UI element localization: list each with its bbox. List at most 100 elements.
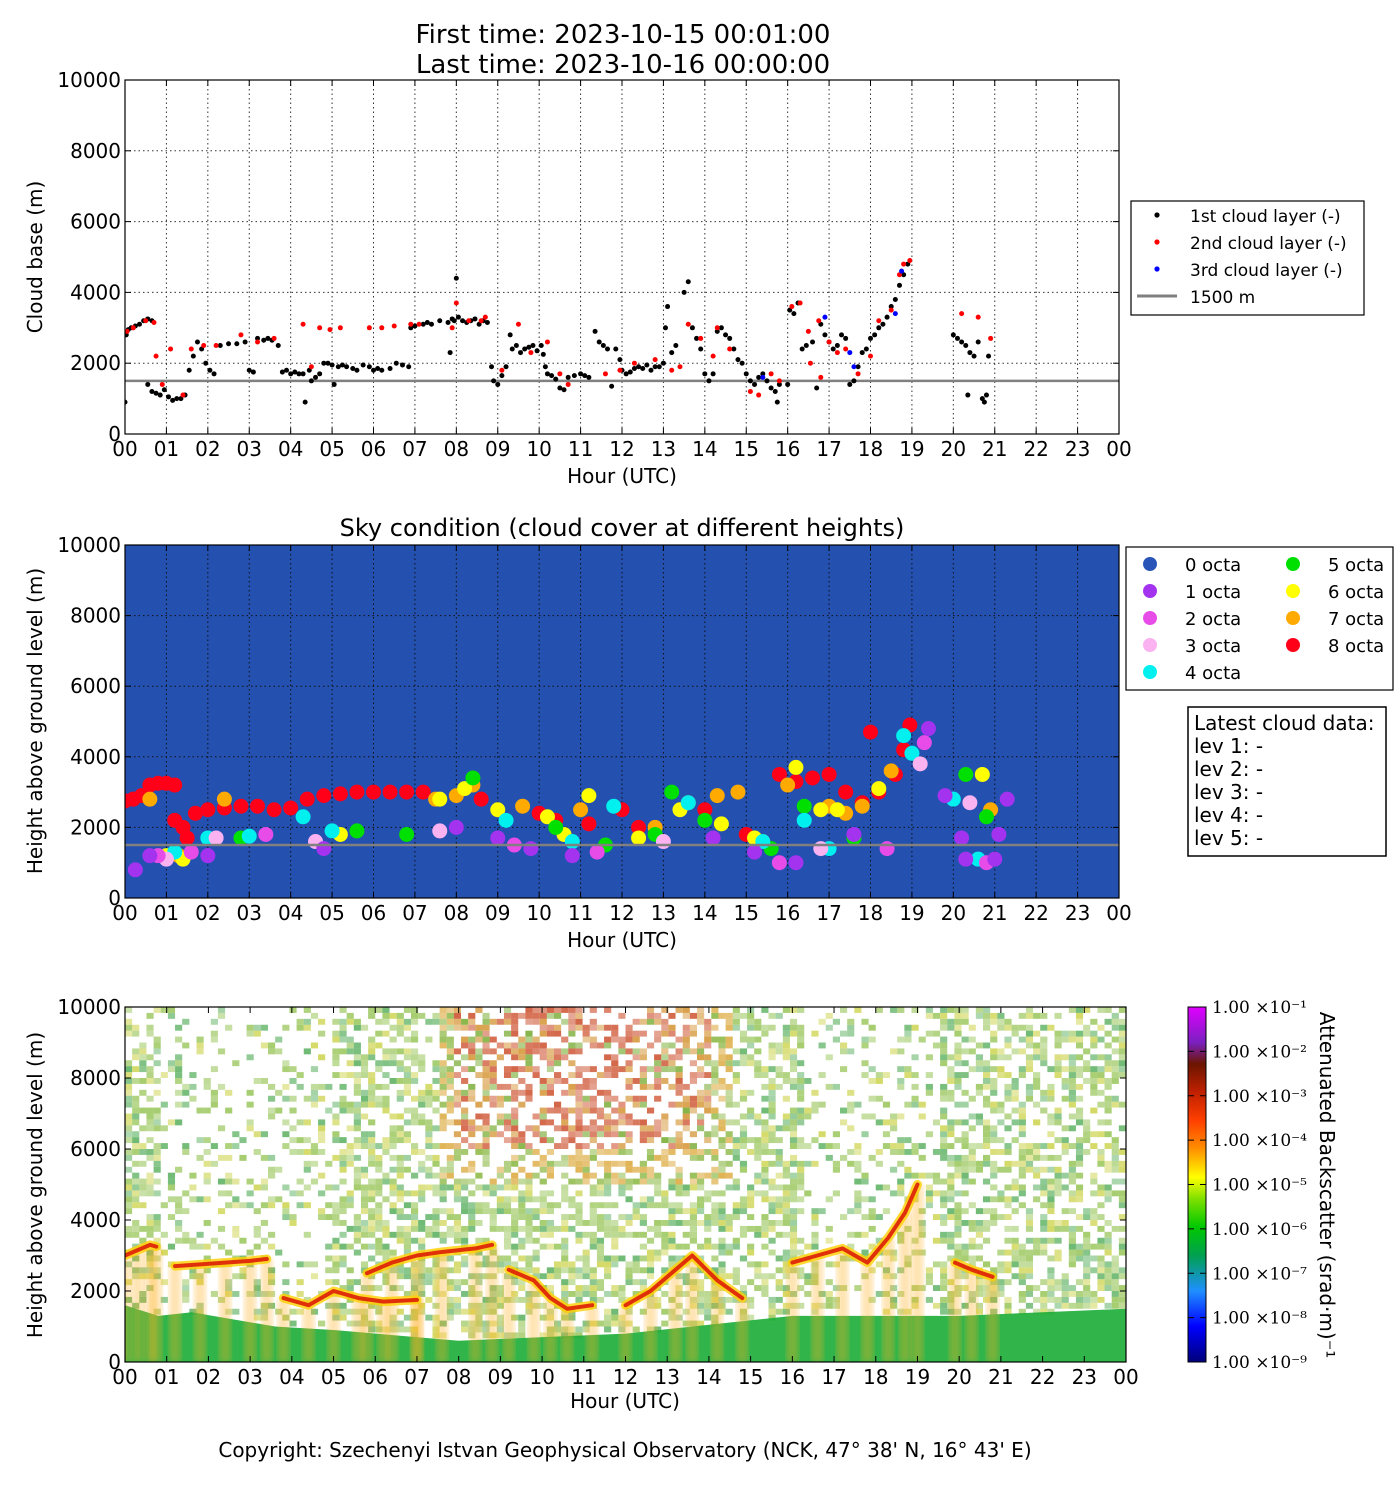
backscatter-speckle: [575, 1178, 583, 1185]
backscatter-speckle: [268, 1113, 276, 1120]
backscatter-speckle: [604, 1308, 612, 1315]
backscatter-speckle: [775, 1125, 783, 1132]
backscatter-speckle: [775, 1149, 783, 1155]
backscatter-speckle: [153, 1119, 161, 1126]
backscatter-speckle: [775, 1208, 783, 1215]
backscatter-speckle: [1118, 1101, 1126, 1108]
backscatter-speckle: [840, 1042, 848, 1049]
backscatter-speckle: [654, 1231, 662, 1238]
backscatter-speckle: [318, 1131, 326, 1138]
backscatter-speckle: [604, 1089, 612, 1096]
octa-point-1: [987, 851, 1003, 867]
backscatter-speckle: [532, 1072, 540, 1078]
backscatter-speckle: [532, 1018, 540, 1025]
octa-point-8: [581, 816, 597, 832]
backscatter-speckle: [911, 1172, 919, 1179]
backscatter-speckle: [718, 1261, 726, 1268]
colorbar-label: Attenuated Backscatter (srad·m)⁻¹: [1315, 1012, 1339, 1359]
backscatter-speckle: [339, 1285, 347, 1291]
backscatter-speckle: [432, 1160, 440, 1167]
backscatter-speckle: [782, 1190, 790, 1197]
backscatter-speckle: [1090, 1042, 1098, 1049]
backscatter-speckle: [203, 1172, 211, 1179]
backscatter-speckle: [403, 1249, 411, 1256]
backscatter-speckle: [1068, 1089, 1076, 1096]
backscatter-speckle: [940, 1220, 948, 1226]
backscatter-speckle: [389, 1166, 397, 1173]
backscatter-speckle: [747, 1137, 755, 1144]
first-layer-point: [455, 314, 461, 320]
backscatter-speckle: [360, 1220, 369, 1226]
backscatter-speckle: [639, 1202, 647, 1209]
precip-column: [836, 1248, 849, 1362]
backscatter-speckle: [132, 1030, 140, 1037]
backscatter-speckle: [1075, 1214, 1084, 1220]
backscatter-speckle: [439, 1125, 447, 1132]
backscatter-speckle: [1118, 1072, 1126, 1078]
backscatter-speckle: [675, 1190, 683, 1197]
backscatter-speckle: [532, 1012, 540, 1019]
backscatter-speckle: [861, 1113, 869, 1120]
backscatter-speckle: [983, 1225, 991, 1232]
backscatter-speckle: [1083, 1048, 1091, 1055]
backscatter-speckle: [411, 1107, 419, 1114]
backscatter-speckle: [1018, 1072, 1026, 1078]
backscatter-speckle: [1054, 1166, 1062, 1173]
backscatter-speckle: [596, 1296, 605, 1303]
backscatter-speckle: [947, 1078, 955, 1084]
backscatter-speckle: [389, 1190, 397, 1197]
backscatter-speckle: [518, 1048, 526, 1055]
second-layer-point: [327, 327, 333, 333]
backscatter-speckle: [997, 1190, 1005, 1197]
backscatter-speckle: [789, 1231, 798, 1238]
backscatter-speckle: [675, 1089, 683, 1096]
backscatter-speckle: [1083, 1296, 1091, 1303]
backscatter-speckle: [518, 1267, 526, 1274]
backscatter-speckle: [1054, 1107, 1062, 1114]
backscatter-speckle: [175, 1036, 183, 1043]
backscatter-speckle: [346, 1036, 354, 1043]
backscatter-speckle: [353, 1237, 361, 1244]
backscatter-speckle: [189, 1267, 197, 1274]
backscatter-speckle: [125, 1231, 133, 1238]
backscatter-speckle: [418, 1095, 426, 1102]
precip-column: [911, 1184, 924, 1362]
backscatter-speckle: [203, 1083, 211, 1090]
backscatter-speckle: [589, 1131, 597, 1138]
backscatter-speckle: [704, 1107, 712, 1114]
backscatter-speckle: [940, 1296, 948, 1303]
backscatter-speckle: [1083, 1208, 1091, 1215]
backscatter-speckle: [754, 1273, 762, 1280]
backscatter-speckle: [296, 1261, 304, 1268]
octa-point-6: [813, 802, 829, 818]
backscatter-speckle: [904, 1072, 912, 1078]
backscatter-speckle: [360, 1131, 369, 1138]
first-layer-point: [739, 360, 745, 366]
backscatter-speckle: [153, 1042, 161, 1049]
backscatter-speckle: [582, 1101, 590, 1108]
backscatter-speckle: [675, 1202, 683, 1209]
backscatter-speckle: [175, 1078, 183, 1084]
backscatter-speckle: [1097, 1066, 1105, 1073]
backscatter-speckle: [575, 1160, 583, 1167]
octa-point-1: [958, 851, 974, 867]
backscatter-speckle: [997, 1279, 1005, 1286]
colorbar-tick-label: 1.00 ×10⁻⁶: [1212, 1220, 1307, 1240]
backscatter-speckle: [554, 1060, 562, 1067]
backscatter-speckle: [353, 1101, 361, 1108]
backscatter-speckle: [711, 1154, 719, 1161]
backscatter-speckle: [596, 1225, 605, 1232]
backscatter-speckle: [396, 1089, 404, 1096]
x-tick-label: 06: [361, 901, 386, 925]
backscatter-speckle: [1047, 1089, 1055, 1096]
backscatter-speckle: [761, 1231, 769, 1238]
backscatter-speckle: [468, 1018, 476, 1025]
backscatter-speckle: [789, 1054, 798, 1061]
backscatter-speckle: [1025, 1214, 1034, 1220]
backscatter-speckle: [318, 1095, 326, 1102]
backscatter-speckle: [789, 1131, 798, 1138]
backscatter-speckle: [761, 1285, 769, 1291]
backscatter-speckle: [718, 1166, 726, 1173]
backscatter-speckle: [1111, 1279, 1119, 1286]
backscatter-speckle: [439, 1036, 447, 1043]
